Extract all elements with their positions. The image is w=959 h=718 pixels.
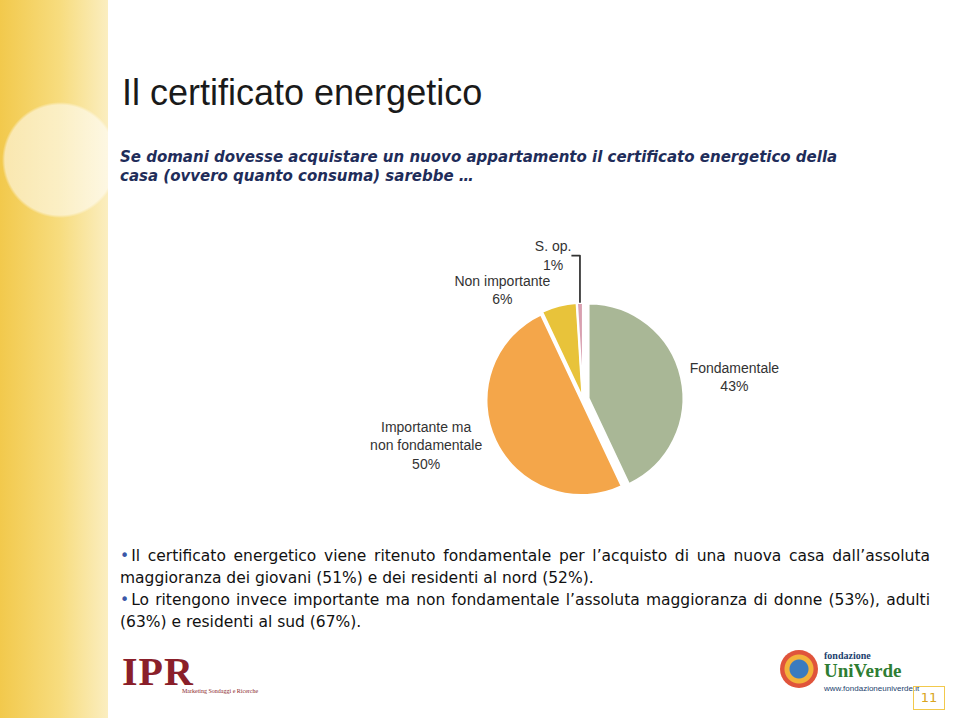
svg-text:S. op.1%: S. op.1%: [535, 238, 572, 272]
svg-text:Non importante6%: Non importante6%: [454, 273, 550, 307]
html-text:11: 11: [920, 690, 938, 705]
html-text:Lo ritengono invece importante: Lo ritengono invece importante ma non fo…: [120, 591, 930, 631]
html-text:Il certificato energetico vien: Il certificato energetico viene ritenuto…: [120, 547, 930, 587]
html-text:UniVerde: UniVerde: [824, 660, 902, 681]
html-text:IPR: IPR: [122, 649, 194, 694]
html-text:Il certificato energetico: Il certificato energetico: [122, 72, 483, 113]
html-text:fondazione: fondazione: [824, 650, 871, 661]
html-text:www.fondazioneuniverde.it: www.fondazioneuniverde.it: [824, 684, 920, 693]
svg-text:Fondamentale43%: Fondamentale43%: [690, 360, 780, 394]
html-text:Se domani dovesse acquistare u: Se domani dovesse acquistare un nuovo ap…: [120, 148, 838, 185]
html-text:Marketing Sondaggi e Ricerche: Marketing Sondaggi e Ricerche: [182, 688, 259, 694]
svg-text:Importante manon fondamentale5: Importante manon fondamentale50%: [370, 419, 482, 471]
